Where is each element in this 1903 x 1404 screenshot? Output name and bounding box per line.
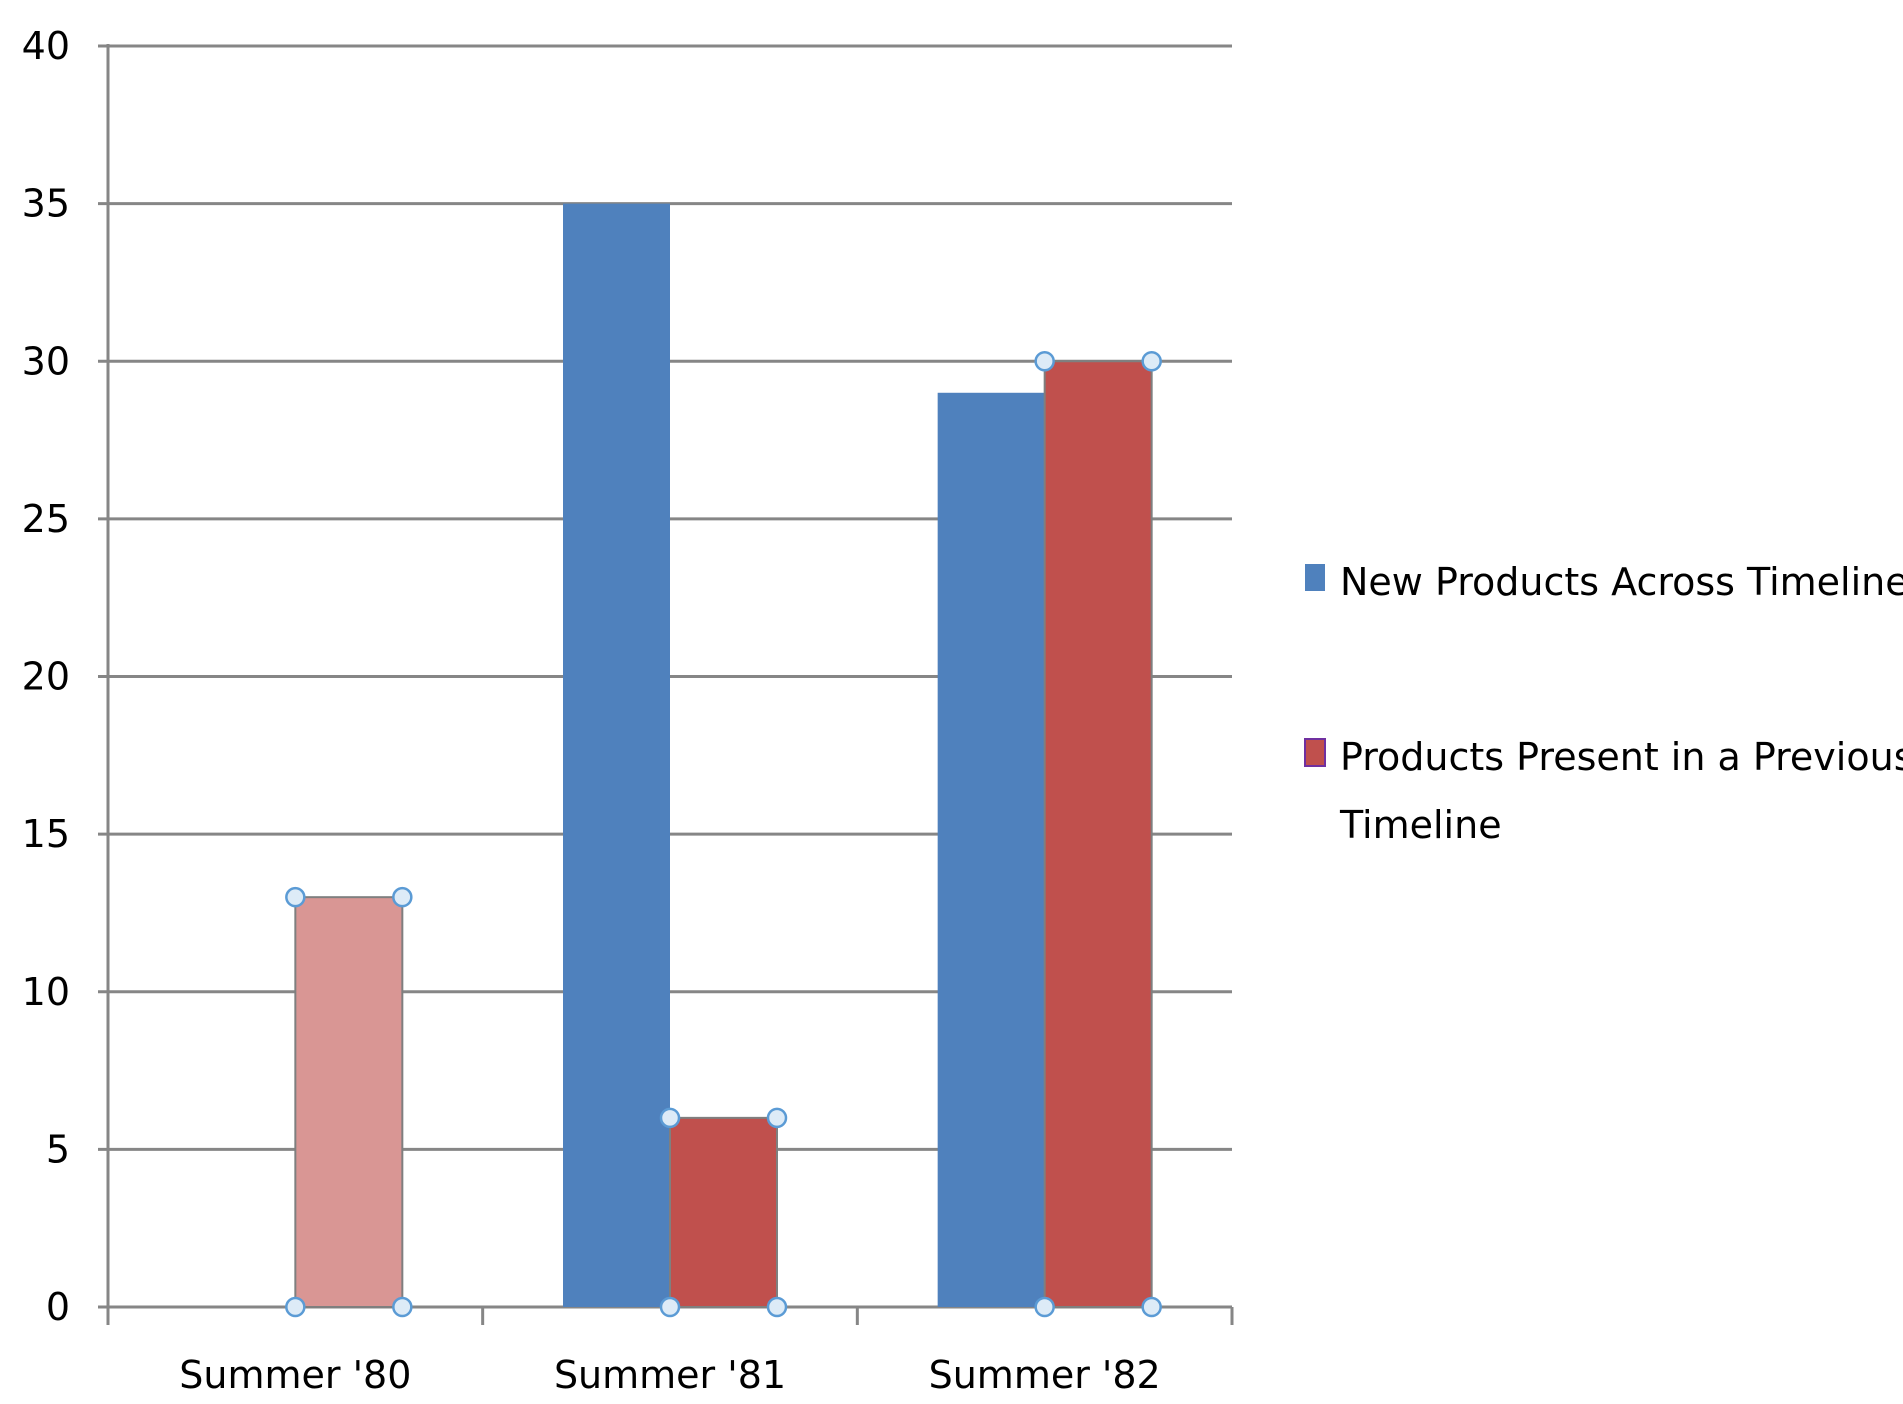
bar-new-products xyxy=(937,392,1045,1307)
legend-swatch xyxy=(1304,738,1326,767)
selection-handle xyxy=(1034,351,1055,372)
selection-handle xyxy=(392,886,413,908)
legend: New Products Across Timeline Products Pre… xyxy=(1304,560,1903,847)
selection-handle xyxy=(392,1296,413,1318)
legend-label: Timeline xyxy=(1339,803,1502,847)
selection-handle xyxy=(285,1296,306,1318)
y-tick-label: 40 xyxy=(22,24,70,68)
bar-previous-products xyxy=(294,896,404,1308)
x-tick-label: Summer '82 xyxy=(929,1353,1161,1397)
selection-handle xyxy=(1034,1296,1055,1318)
selection-handle xyxy=(659,1107,681,1129)
y-tick-label: 15 xyxy=(22,812,70,856)
selection-handle xyxy=(1141,1296,1162,1318)
selection-handle xyxy=(285,886,306,908)
y-tick-label: 0 xyxy=(46,1285,70,1329)
bars xyxy=(294,203,1153,1308)
legend-label: New Products Across Timeline xyxy=(1340,560,1903,604)
tick-labels: 0 5 10 15 20 25 30 35 40 Summer '80 Summer '81 Summ… xyxy=(22,24,1161,1397)
y-tick-label: 25 xyxy=(22,497,70,541)
y-tick-label: 35 xyxy=(22,182,70,226)
y-tick-label: 20 xyxy=(22,655,70,699)
legend-swatch xyxy=(1305,564,1325,591)
x-tick-label: Summer '80 xyxy=(179,1353,411,1397)
selection-handle xyxy=(766,1107,788,1129)
selection-handle xyxy=(659,1296,681,1318)
y-tick-label: 10 xyxy=(22,970,70,1014)
selection-handles xyxy=(285,351,1162,1318)
y-tick-label: 30 xyxy=(22,339,70,383)
selection-handle xyxy=(766,1296,788,1318)
bar-new-products xyxy=(563,203,670,1307)
bar-previous-products xyxy=(1043,360,1153,1308)
x-tick-label: Summer '81 xyxy=(554,1353,786,1397)
selection-handle xyxy=(1141,351,1162,372)
bar-previous-products xyxy=(669,1116,778,1308)
y-tick-label: 5 xyxy=(46,1127,70,1171)
legend-label: Products Present in a Previous xyxy=(1340,735,1903,779)
